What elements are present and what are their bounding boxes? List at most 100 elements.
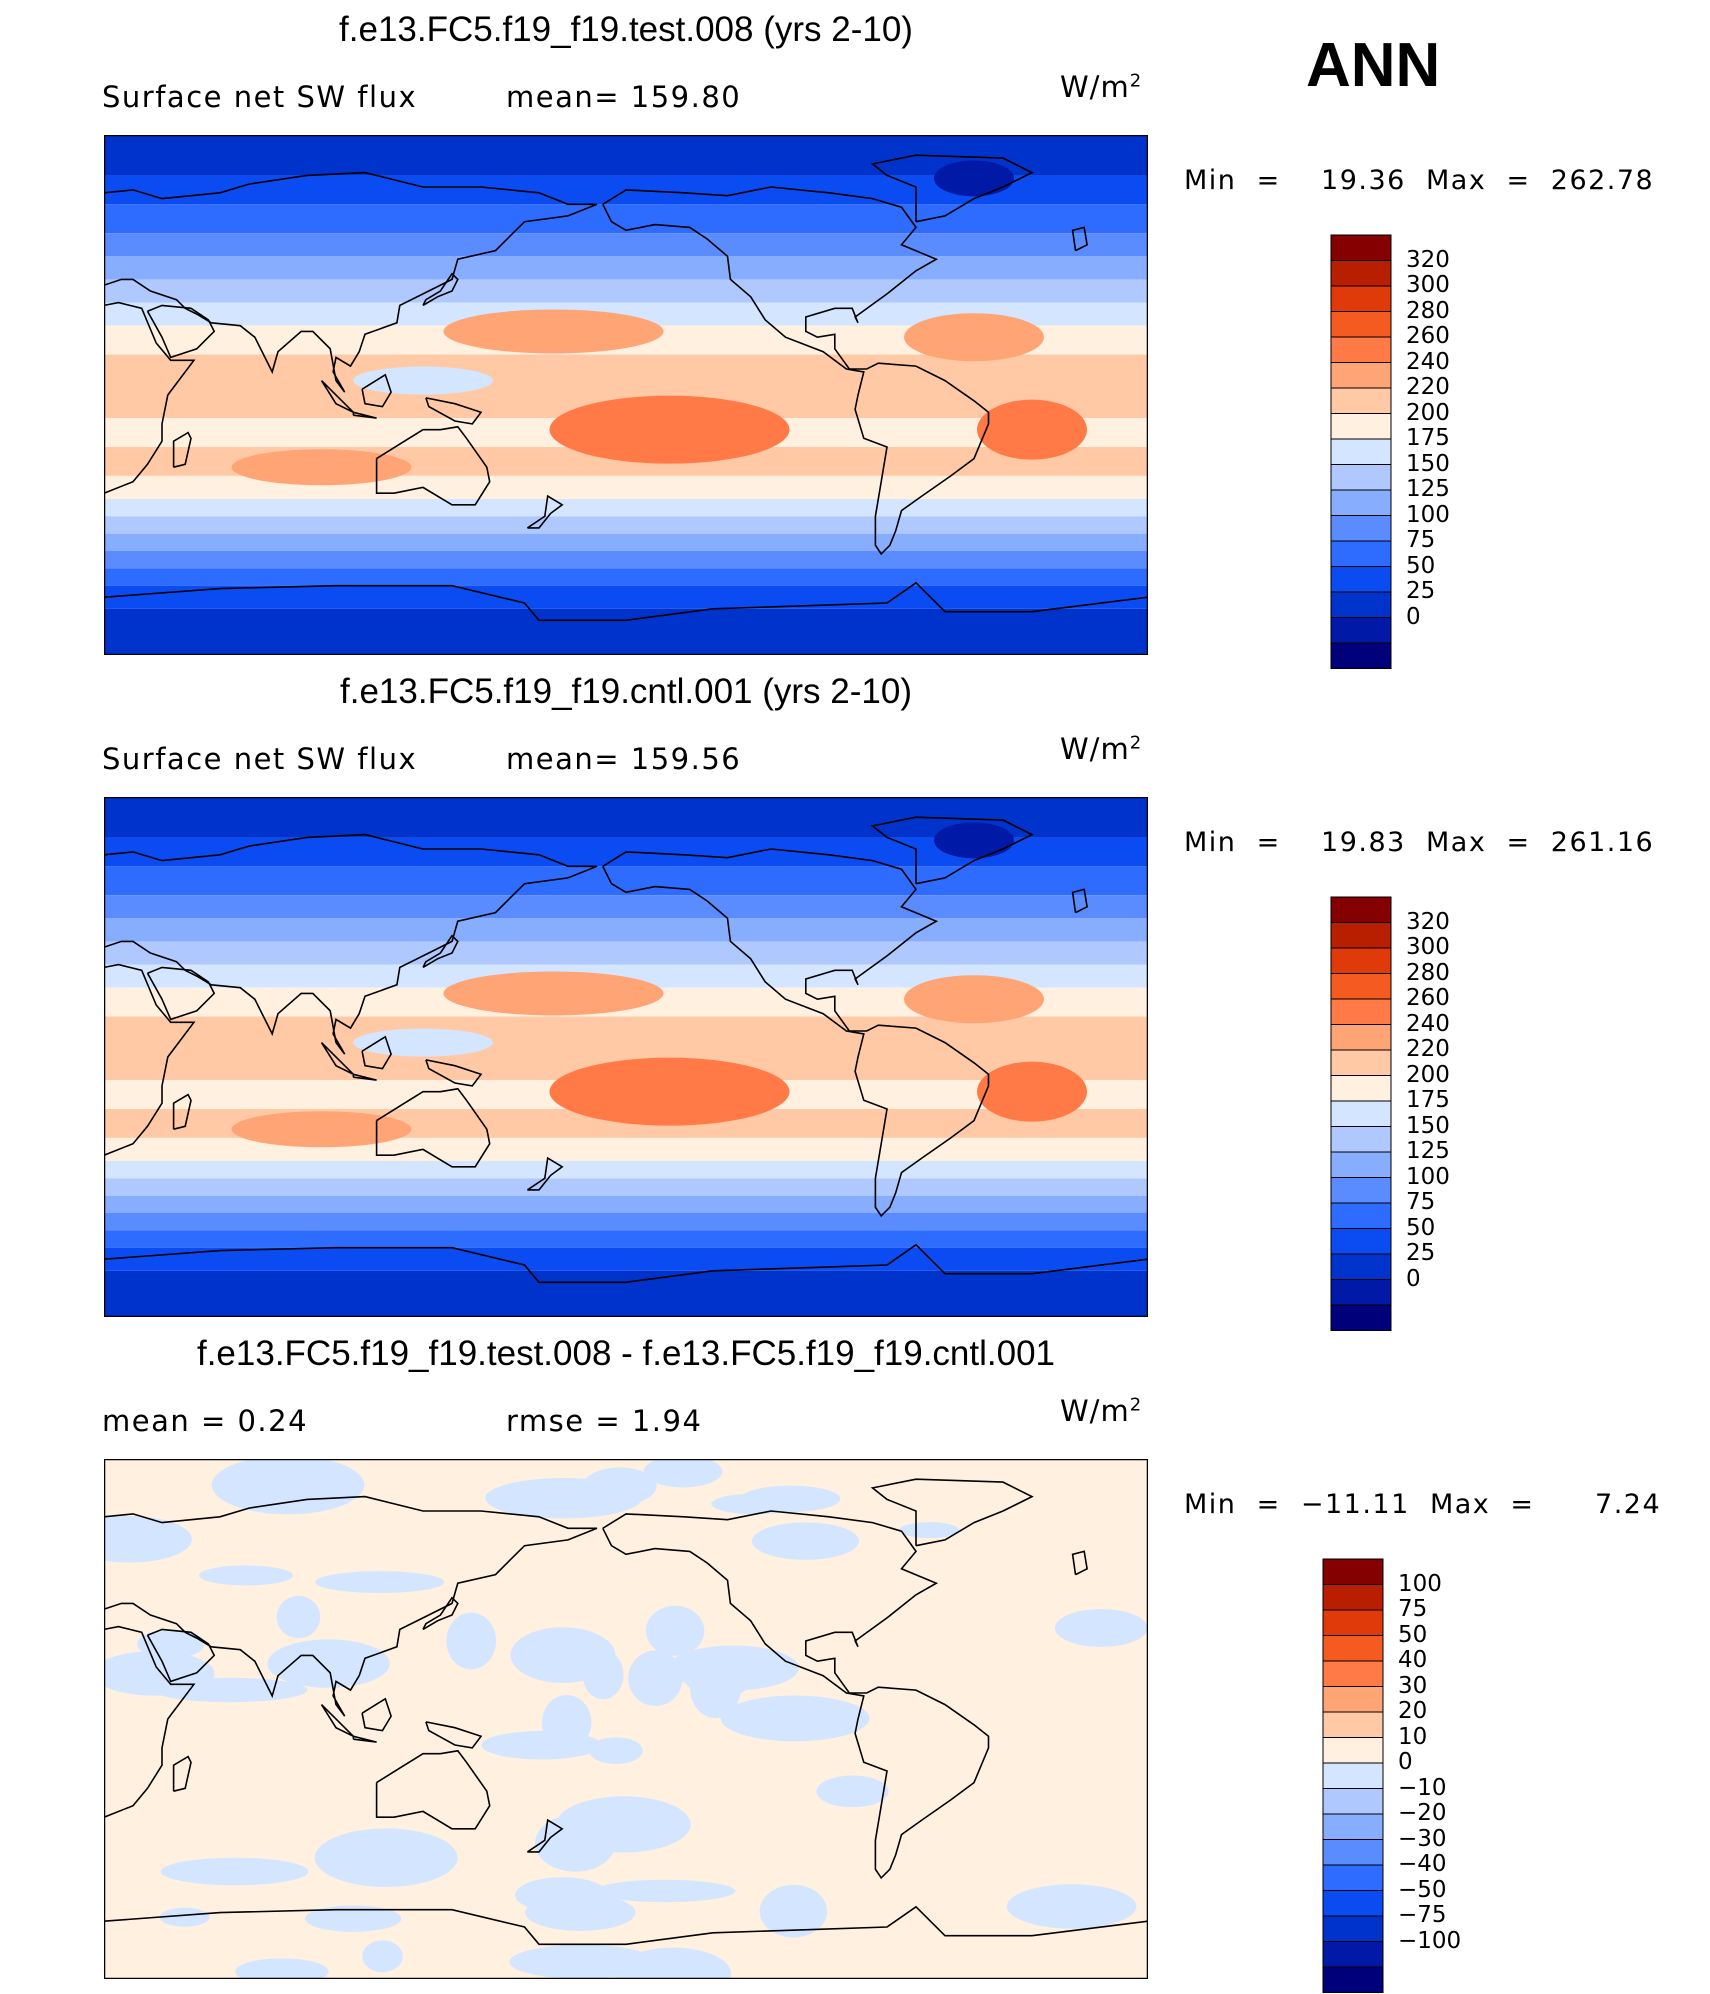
map-test bbox=[104, 135, 1148, 655]
colorbar-tick-label: 300 bbox=[1406, 934, 1450, 960]
panel-title: f.e13.FC5.f19_f19.cntl.001 (yrs 2-10) bbox=[340, 672, 912, 711]
coastline bbox=[172, 1755, 192, 1792]
field-band bbox=[104, 866, 1148, 896]
field-band bbox=[104, 1178, 1148, 1196]
colorbar-swatch bbox=[1330, 464, 1392, 491]
colorbar-tick-label: 50 bbox=[1406, 1214, 1436, 1241]
colorbar-swatch bbox=[1322, 1915, 1384, 1942]
field-band bbox=[104, 256, 1148, 280]
field-band bbox=[104, 941, 1148, 965]
field-patch bbox=[137, 1629, 205, 1659]
map-frame bbox=[104, 1459, 1148, 1979]
field-patch bbox=[211, 1459, 365, 1515]
coastline bbox=[320, 380, 354, 414]
coastline bbox=[602, 1510, 990, 1880]
coastline bbox=[1071, 226, 1088, 252]
coastline bbox=[422, 272, 459, 307]
colorbar-swatch bbox=[1322, 1584, 1384, 1611]
mean-label: mean = 0.24 bbox=[102, 1404, 309, 1438]
coastline bbox=[104, 1495, 598, 1717]
colorbar-swatch bbox=[1330, 1253, 1392, 1280]
field-maximum bbox=[549, 1057, 790, 1126]
field-maximum bbox=[977, 1061, 1087, 1122]
field-patch bbox=[525, 1894, 636, 1931]
colorbar-tick-label: 260 bbox=[1406, 985, 1450, 1011]
field-background bbox=[104, 1459, 1148, 1979]
colorbar-swatch bbox=[1330, 1075, 1392, 1102]
colorbar-swatch bbox=[1330, 1304, 1392, 1331]
colorbar-swatch bbox=[1330, 1049, 1392, 1076]
colorbar-swatch bbox=[1330, 1126, 1392, 1153]
field-patch bbox=[615, 1947, 732, 1979]
field-maximum bbox=[904, 313, 1044, 362]
field-band bbox=[104, 204, 1148, 234]
colorbar-tick-label: 25 bbox=[1406, 578, 1436, 604]
map-frame bbox=[104, 797, 1148, 1317]
coastline bbox=[526, 1818, 564, 1853]
coastline bbox=[172, 1093, 192, 1130]
panel-control: f.e13.FC5.f19_f19.cntl.001 (yrs 2-10) Su… bbox=[0, 672, 1710, 1331]
colorbar-swatch bbox=[1330, 566, 1392, 593]
coastline bbox=[104, 171, 598, 393]
field-band bbox=[104, 1230, 1148, 1248]
mean-label: mean= 159.80 bbox=[506, 80, 742, 114]
colorbar-tick-label: 20 bbox=[1398, 1698, 1428, 1724]
field-patch bbox=[481, 1731, 602, 1760]
colorbar-swatch bbox=[1330, 260, 1392, 287]
colorbar-swatch bbox=[1322, 1762, 1384, 1789]
field-patch bbox=[594, 1879, 736, 1903]
colorbar-swatch bbox=[1322, 1660, 1384, 1687]
field-maximum bbox=[977, 399, 1087, 460]
field-minimum bbox=[934, 160, 1014, 197]
coastline bbox=[320, 1704, 354, 1738]
colorbar-swatch bbox=[1330, 362, 1392, 389]
panel-difference: f.e13.FC5.f19_f19.test.008 - f.e13.FC5.f… bbox=[0, 1334, 1710, 1993]
coastline bbox=[146, 966, 216, 1021]
field-band bbox=[104, 499, 1148, 517]
units-base: W/m bbox=[1060, 70, 1130, 104]
coastline bbox=[104, 1243, 1148, 1284]
field-maximum bbox=[549, 395, 790, 464]
coastline bbox=[146, 304, 216, 359]
colorbar-tick-label: 220 bbox=[1406, 374, 1450, 400]
colorbar-tick-label: 175 bbox=[1406, 425, 1450, 451]
colorbar-swatch bbox=[1330, 973, 1392, 1000]
colorbar-swatch bbox=[1330, 922, 1392, 949]
field-patch bbox=[711, 1493, 800, 1515]
field-patch bbox=[556, 1796, 691, 1853]
units-base: W/m bbox=[1060, 1394, 1130, 1428]
rmse-label: rmse = 1.94 bbox=[506, 1404, 703, 1438]
coastline bbox=[146, 1628, 216, 1683]
colorbar-swatch bbox=[1330, 489, 1392, 516]
field-minimum bbox=[353, 366, 493, 395]
coastline bbox=[320, 1042, 354, 1076]
coastline bbox=[352, 1735, 377, 1743]
panel-title: f.e13.FC5.f19_f19.test.008 - f.e13.FC5.f… bbox=[196, 1334, 1056, 1373]
field-band bbox=[104, 279, 1148, 303]
colorbar-tick-label: 200 bbox=[1406, 399, 1450, 426]
colorbar-tick-label: 75 bbox=[1406, 1189, 1436, 1215]
field-maximum bbox=[231, 449, 412, 486]
coastline bbox=[425, 1721, 483, 1749]
field-band bbox=[104, 1195, 1148, 1213]
field-band bbox=[104, 568, 1148, 586]
coastline bbox=[352, 411, 377, 419]
colorbar-tick-label: 100 bbox=[1406, 501, 1450, 528]
coastline bbox=[422, 934, 459, 969]
minmax-label: Min = −11.11 Max = 7.24 bbox=[1184, 1489, 1662, 1520]
units-label: W/m2 bbox=[1060, 70, 1142, 104]
units-exponent: 2 bbox=[1129, 70, 1143, 92]
field-patch bbox=[720, 1695, 870, 1742]
field-maximum bbox=[904, 975, 1044, 1024]
colorbar-tick-label: 150 bbox=[1406, 1112, 1450, 1139]
colorbar-swatch bbox=[1330, 617, 1392, 644]
field-patch bbox=[267, 1639, 390, 1688]
field-patch bbox=[510, 1627, 616, 1683]
variable-label: Surface net SW flux bbox=[102, 742, 418, 776]
field-patch bbox=[255, 1469, 305, 1487]
colorbar-tick-label: −30 bbox=[1398, 1825, 1447, 1852]
colorbar-swatch bbox=[1322, 1941, 1384, 1968]
colorbar-swatch bbox=[1330, 311, 1392, 338]
colorbar-swatch bbox=[1322, 1788, 1384, 1815]
season-label: ANN bbox=[1306, 31, 1441, 100]
